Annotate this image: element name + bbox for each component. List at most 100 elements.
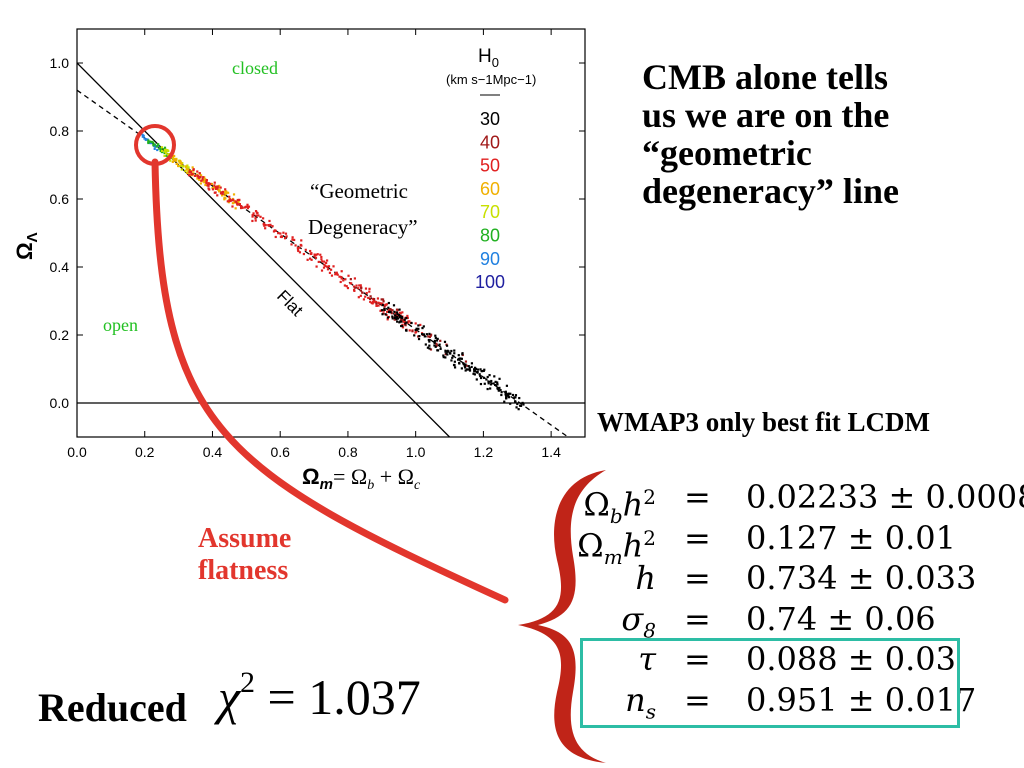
scatter-point bbox=[479, 374, 482, 378]
scatter-point bbox=[426, 346, 430, 349]
legend-entry: 70 bbox=[480, 202, 500, 222]
scatter-point bbox=[340, 277, 343, 280]
scatter-point bbox=[143, 137, 146, 140]
scatter-point bbox=[216, 185, 219, 188]
scatter-point bbox=[496, 381, 499, 384]
scatter-point bbox=[411, 330, 414, 333]
scatter-point bbox=[443, 340, 447, 343]
scatter-point bbox=[364, 295, 367, 298]
scatter-point bbox=[399, 320, 402, 323]
scatter-point bbox=[187, 174, 191, 177]
scatter-point bbox=[196, 170, 199, 173]
scatter-point bbox=[427, 335, 430, 338]
scatter-point bbox=[189, 170, 193, 174]
scatter-point bbox=[514, 400, 517, 403]
scatter-point bbox=[323, 260, 326, 263]
scatter-point bbox=[475, 378, 478, 381]
scatter-point bbox=[267, 224, 270, 227]
parameter-symbol: Ωbh2 bbox=[583, 485, 656, 529]
scatter-point bbox=[294, 244, 297, 247]
scatter-point bbox=[211, 186, 214, 190]
scatter-point bbox=[496, 383, 499, 386]
degeneracy-label-line1: “Geometric bbox=[310, 179, 408, 203]
scatter-point bbox=[359, 289, 363, 292]
scatter-point bbox=[404, 324, 407, 327]
scatter-point bbox=[180, 168, 183, 171]
scatter-point bbox=[393, 316, 397, 319]
scatter-point bbox=[279, 232, 282, 235]
scatter-point bbox=[445, 352, 448, 355]
scatter-point bbox=[203, 177, 206, 181]
scatter-point bbox=[237, 200, 240, 204]
scatter-point bbox=[254, 219, 257, 222]
scatter-point bbox=[368, 287, 371, 290]
scatter-point bbox=[482, 369, 485, 372]
scatter-point bbox=[421, 333, 424, 336]
scatter-point bbox=[205, 181, 208, 185]
scatter-point bbox=[401, 319, 405, 322]
scatter-point bbox=[450, 349, 453, 353]
parameter-value: 0.951 ± 0.017 bbox=[746, 680, 977, 719]
scatter-point bbox=[172, 159, 175, 162]
scatter-point bbox=[300, 244, 303, 247]
scatter-point bbox=[479, 382, 483, 386]
scatter-point bbox=[204, 183, 207, 187]
scatter-point bbox=[391, 317, 394, 320]
scatter-point bbox=[461, 352, 464, 355]
scatter-point bbox=[438, 343, 441, 346]
scatter-point bbox=[436, 349, 440, 352]
scatter-point bbox=[383, 305, 386, 308]
scatter-point bbox=[350, 282, 353, 285]
scatter-point bbox=[464, 363, 467, 366]
scatter-point bbox=[434, 334, 437, 337]
scatter-point bbox=[206, 184, 209, 187]
scatter-point bbox=[218, 184, 221, 187]
scatter-point bbox=[400, 318, 403, 321]
parameter-row: Ωmh2 = 0.127 ± 0.01 bbox=[560, 518, 1000, 569]
scatter-point bbox=[435, 342, 438, 345]
wmap3-title: WMAP3 only best fit LCDM bbox=[597, 407, 930, 437]
scatter-point bbox=[357, 287, 360, 290]
y-tick-label: 0.6 bbox=[50, 191, 70, 207]
scatter-point bbox=[219, 186, 222, 189]
scatter-point bbox=[352, 288, 356, 291]
scatter-point bbox=[224, 197, 227, 200]
scatter-point bbox=[414, 328, 417, 332]
scatter-point bbox=[507, 396, 511, 399]
scatter-point bbox=[218, 186, 221, 189]
scatter-point bbox=[433, 344, 436, 347]
scatter-point bbox=[497, 388, 500, 391]
scatter-point bbox=[171, 156, 174, 159]
scatter-point bbox=[324, 264, 327, 268]
scatter-point bbox=[335, 271, 338, 274]
scatter-point bbox=[414, 322, 417, 325]
legend-entry: 40 bbox=[480, 132, 500, 152]
region-label-open: open bbox=[103, 315, 138, 335]
cmb-statement: CMB alone tells us we are on the “geomet… bbox=[642, 58, 1012, 210]
scatter-point bbox=[434, 345, 437, 348]
scatter-point bbox=[493, 375, 496, 378]
scatter-point bbox=[428, 344, 431, 347]
scatter-point bbox=[467, 365, 470, 368]
scatter-point bbox=[184, 165, 187, 168]
scatter-point bbox=[381, 302, 384, 305]
scatter-point bbox=[433, 341, 436, 344]
scatter-point bbox=[396, 313, 399, 316]
scatter-point bbox=[460, 357, 463, 360]
scatter-point bbox=[473, 373, 476, 376]
scatter-point bbox=[171, 160, 174, 163]
scatter-point bbox=[186, 168, 189, 171]
scatter-point bbox=[375, 302, 378, 305]
scatter-point bbox=[377, 304, 380, 307]
scatter-point bbox=[460, 367, 463, 370]
scatter-point bbox=[279, 235, 283, 238]
scatter-point bbox=[465, 364, 468, 367]
scatter-point bbox=[313, 253, 316, 256]
chi-power: 2 bbox=[240, 666, 255, 699]
scatter-points bbox=[140, 131, 525, 411]
scatter-point bbox=[224, 190, 227, 193]
scatter-point bbox=[379, 302, 382, 305]
scatter-point bbox=[509, 392, 512, 395]
scatter-point bbox=[144, 138, 147, 141]
